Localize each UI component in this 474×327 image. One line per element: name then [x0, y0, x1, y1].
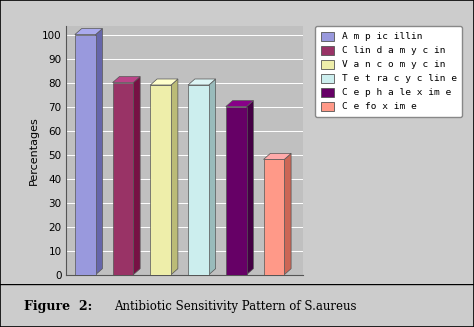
- Polygon shape: [171, 79, 178, 275]
- Polygon shape: [150, 79, 178, 85]
- Legend: A m p ic illin, C lin d a m y c in, V a n c o m y c in, T e t ra c y c lin e, C : A m p ic illin, C lin d a m y c in, V a …: [315, 26, 462, 117]
- Polygon shape: [284, 153, 291, 275]
- Polygon shape: [209, 79, 216, 275]
- Y-axis label: Percentages: Percentages: [29, 116, 39, 185]
- Bar: [113, 83, 133, 275]
- Bar: [75, 35, 96, 275]
- Text: Figure  2:: Figure 2:: [24, 300, 92, 313]
- Polygon shape: [264, 153, 291, 160]
- Text: Antibiotic Sensitivity Pattern of S.aureus: Antibiotic Sensitivity Pattern of S.aure…: [114, 300, 356, 313]
- Polygon shape: [226, 101, 254, 107]
- Bar: [150, 85, 171, 275]
- Bar: [188, 85, 209, 275]
- Polygon shape: [246, 101, 254, 275]
- Polygon shape: [188, 79, 216, 85]
- Polygon shape: [75, 28, 102, 35]
- Bar: [226, 107, 246, 275]
- Polygon shape: [133, 77, 140, 275]
- Polygon shape: [113, 77, 140, 83]
- Bar: [264, 160, 284, 275]
- Polygon shape: [96, 28, 102, 275]
